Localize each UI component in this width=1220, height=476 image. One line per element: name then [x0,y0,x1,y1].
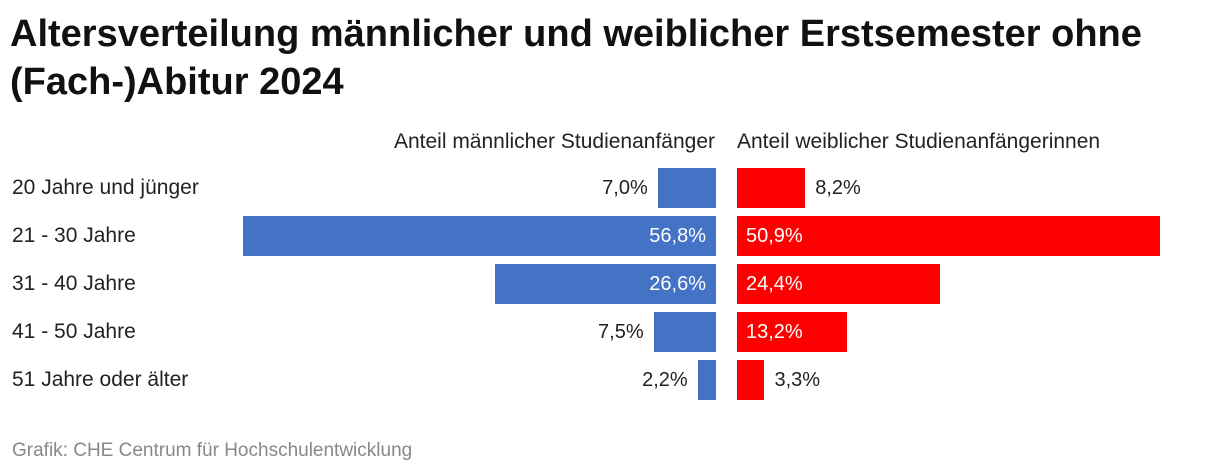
female-value-label: 13,2% [746,321,803,343]
category-label: 31 - 40 Jahre [12,272,136,295]
female-value-label: 24,4% [746,273,803,295]
female-series-header: Anteil weiblicher Studienanfängerinnen [737,130,1101,153]
male-value-label: 7,0% [602,177,648,199]
male-value-label: 26,6% [649,273,706,295]
male-bar [243,216,716,256]
female-value-label: 50,9% [746,225,803,247]
male-bar [653,312,716,352]
male-value-label: 7,5% [598,321,644,343]
chart-title: Altersverteilung männlicher und weiblich… [10,13,1142,103]
female-bar [737,360,765,400]
category-label: 41 - 50 Jahre [12,320,136,343]
female-bar [737,216,1161,256]
source-credit: Grafik: CHE Centrum für Hochschulentwick… [12,440,413,461]
female-bar [737,264,940,304]
male-bar [657,168,716,208]
male-series-header: Anteil männlicher Studienanfänger [393,130,715,153]
category-label: 20 Jahre und jünger [12,176,199,199]
category-label: 21 - 30 Jahre [12,224,136,247]
female-bar [737,312,847,352]
female-value-label: 3,3% [774,369,821,391]
male-bar [494,264,716,304]
category-label: 51 Jahre oder älter [12,368,189,391]
female-bar [737,168,806,208]
female-value-label: 8,2% [815,177,861,199]
male-bar [697,360,716,400]
male-value-label: 2,2% [642,369,688,391]
male-value-label: 56,8% [649,225,706,247]
